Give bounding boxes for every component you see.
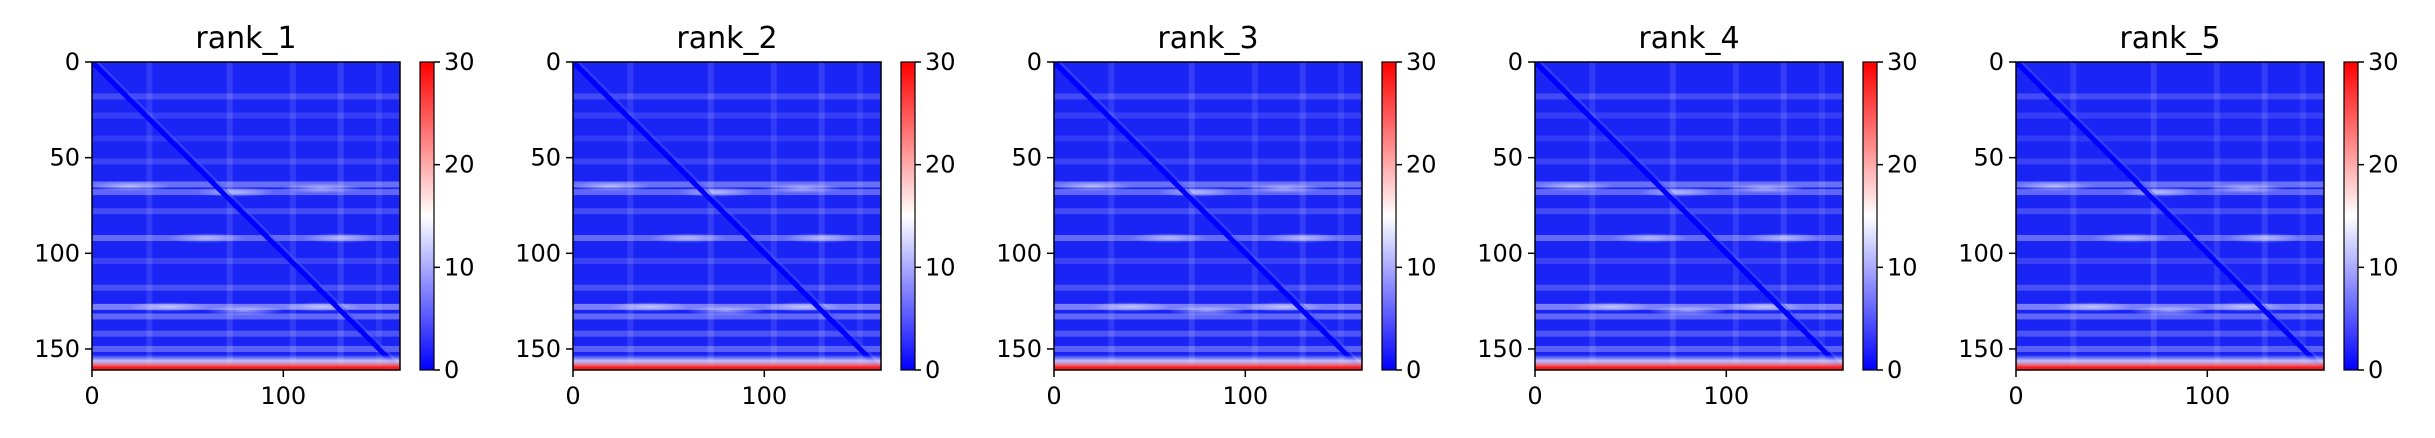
y-tick-label: 50 (1973, 144, 2004, 172)
y-tick-label: 150 (1958, 335, 2004, 363)
x-tick-label: 0 (1527, 382, 1542, 410)
colorbar-tick-label: 30 (1406, 48, 1437, 76)
x-tick-label: 0 (84, 382, 99, 410)
y-tick-label: 50 (1011, 144, 1042, 172)
x-tick-label: 100 (2184, 382, 2230, 410)
x-tick-label: 100 (741, 382, 787, 410)
y-tick-label: 100 (1958, 239, 2004, 267)
x-tick-label: 0 (1046, 382, 1061, 410)
colorbar: 0 10 20 30 (1862, 48, 1918, 384)
colorbar: 0 10 20 30 (900, 48, 956, 384)
chart-title: rank_5 (2119, 21, 2220, 56)
colorbar: 0 10 20 30 (2343, 48, 2399, 384)
colorbar-tick-label: 30 (925, 48, 956, 76)
heatmap-image (92, 62, 400, 370)
y-tick-label: 0 (1027, 48, 1042, 76)
colorbar: 0 10 20 30 (419, 48, 475, 384)
y-tick-label: 0 (65, 48, 80, 76)
y-tick-label: 100 (996, 239, 1042, 267)
y-tick-label: 50 (49, 144, 80, 172)
heatmap-image (1054, 62, 1362, 370)
colorbar-tick-label: 0 (2368, 356, 2383, 384)
chart-title: rank_2 (676, 21, 777, 56)
colorbar-tick-label: 10 (2368, 253, 2399, 281)
chart-title: rank_4 (1638, 21, 1739, 56)
colorbar-tick-label: 20 (1406, 151, 1437, 179)
colorbar-tick-label: 10 (1406, 253, 1437, 281)
chart-title: rank_1 (195, 21, 296, 56)
x-tick-label: 0 (2008, 382, 2023, 410)
colorbar-tick-label: 0 (444, 356, 459, 384)
x-tick-label: 100 (1222, 382, 1268, 410)
colorbar-tick-label: 10 (925, 253, 956, 281)
colorbar-tick-label: 0 (925, 356, 940, 384)
y-tick-label: 150 (996, 335, 1042, 363)
colorbar-tick-label: 0 (1887, 356, 1902, 384)
colorbar-tick-label: 20 (1887, 151, 1918, 179)
x-tick-label: 100 (1703, 382, 1749, 410)
y-tick-label: 0 (1508, 48, 1523, 76)
heatmap-image (573, 62, 881, 370)
y-tick-label: 50 (1492, 144, 1523, 172)
colorbar: 0 10 20 30 (1381, 48, 1437, 384)
colorbar-tick-label: 10 (1887, 253, 1918, 281)
colorbar-tick-label: 30 (2368, 48, 2399, 76)
colorbar-tick-label: 20 (925, 151, 956, 179)
y-tick-label: 0 (546, 48, 561, 76)
colorbar-tick-label: 20 (2368, 151, 2399, 179)
y-tick-label: 50 (530, 144, 561, 172)
y-tick-label: 150 (1477, 335, 1523, 363)
colorbar-tick-label: 30 (1887, 48, 1918, 76)
y-tick-label: 100 (1477, 239, 1523, 267)
x-tick-label: 100 (260, 382, 306, 410)
colorbar-tick-label: 0 (1406, 356, 1421, 384)
heatmap-image (1535, 62, 1843, 370)
y-tick-label: 100 (515, 239, 561, 267)
y-tick-label: 0 (1989, 48, 2004, 76)
y-tick-label: 150 (34, 335, 80, 363)
colorbar-tick-label: 20 (444, 151, 475, 179)
chart-title: rank_3 (1157, 21, 1258, 56)
y-tick-label: 100 (34, 239, 80, 267)
colorbar-tick-label: 30 (444, 48, 475, 76)
y-tick-label: 150 (515, 335, 561, 363)
x-tick-label: 0 (565, 382, 580, 410)
colorbar-tick-label: 10 (444, 253, 475, 281)
heatmap-image (2016, 62, 2324, 370)
